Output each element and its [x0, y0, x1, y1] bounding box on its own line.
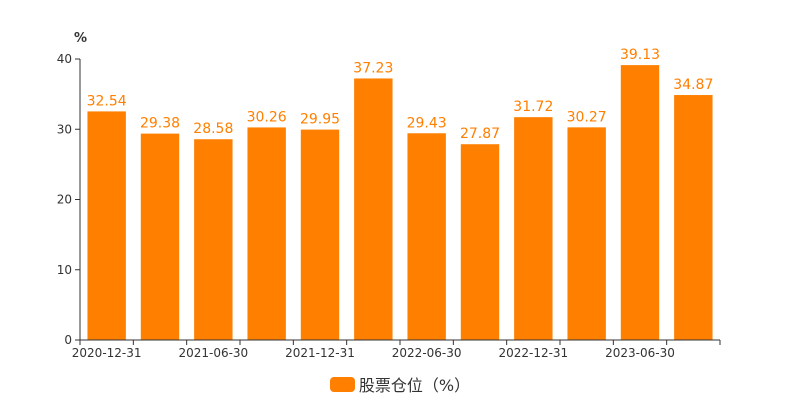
legend[interactable]: 股票仓位（%） [0, 372, 800, 396]
y-tick-label: 40 [57, 52, 72, 66]
bars [87, 65, 713, 341]
bar-value-label: 30.26 [247, 109, 287, 125]
bar [300, 129, 340, 340]
bar-value-label: 29.43 [407, 115, 447, 131]
bar-value-label: 30.27 [567, 109, 607, 125]
bar-value-label: 29.95 [300, 112, 340, 128]
y-tick-label: 30 [57, 122, 72, 136]
x-tick-label: 2022-06-30 [392, 346, 462, 360]
bar [460, 144, 500, 340]
x-tick-label: 2021-06-30 [178, 346, 248, 360]
bar-value-label: 27.87 [460, 126, 500, 142]
bar-value-label: 37.23 [353, 60, 393, 76]
bar-value-label: 28.58 [193, 121, 233, 137]
bar [407, 133, 446, 340]
x-tick-label: 2020-12-31 [72, 346, 142, 360]
x-tick-label: 2022-12-31 [498, 346, 568, 360]
bar [354, 78, 393, 340]
y-tick-label: 0 [64, 333, 72, 347]
y-axis: 0 10 20 30 40 [57, 52, 81, 347]
bar [674, 95, 713, 340]
bar [194, 139, 233, 340]
x-axis: 2020-12-31 2021-06-30 2021-12-31 2022-06-30… [72, 339, 721, 360]
legend-label: 股票仓位（%） [358, 376, 471, 395]
bar [247, 127, 286, 341]
bar-value-label: 31.72 [513, 99, 553, 115]
bar-value-label: 34.87 [673, 77, 713, 93]
y-tick-label: 10 [57, 263, 72, 277]
bar [87, 111, 126, 341]
bar-value-label: 29.38 [140, 116, 180, 132]
bar-value-label: 32.54 [87, 93, 127, 109]
bar [514, 117, 553, 341]
x-tick-label: 2023-06-30 [605, 346, 675, 360]
y-tick-label: 20 [57, 193, 72, 207]
y-unit-label: % [74, 31, 87, 46]
bar-value-label: 39.13 [620, 47, 660, 63]
bar [140, 133, 180, 340]
legend-swatch [329, 376, 355, 392]
data-labels: 32.54 29.38 28.58 30.26 29.95 37.23 29.43 27.87… [87, 47, 714, 142]
x-tick-label: 2021-12-31 [285, 346, 355, 360]
bar [620, 65, 660, 340]
bar [567, 127, 606, 341]
